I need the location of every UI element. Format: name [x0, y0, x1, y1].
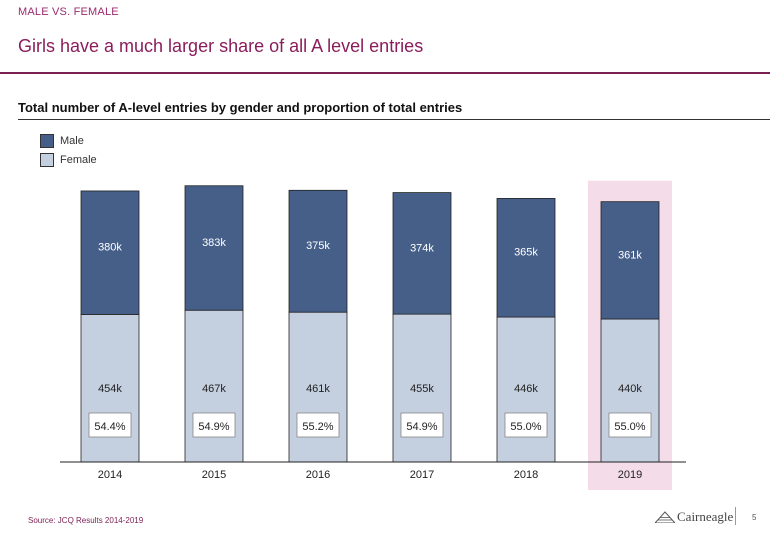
bar-male — [80, 190, 140, 315]
legend-label-male: Male — [60, 134, 84, 147]
share-label: 55.2% — [302, 421, 333, 433]
bar-male — [184, 185, 244, 311]
page-title: Girls have a much larger share of all A … — [18, 36, 424, 56]
data-label-male: 361k — [618, 249, 642, 261]
share-label-box — [400, 412, 444, 438]
legend-swatch-female — [40, 152, 54, 167]
x-tick-label: 2014 — [98, 469, 122, 481]
x-tick-label: 2018 — [514, 469, 538, 481]
share-label: 54.4% — [94, 421, 125, 433]
legend-item-female: Female — [40, 150, 97, 169]
share-label-box — [192, 412, 236, 438]
bar-male — [392, 192, 452, 315]
legend-item-male: Male — [40, 131, 97, 150]
bar-male — [600, 201, 660, 320]
data-label-female: 455k — [410, 383, 434, 395]
data-label-male: 365k — [514, 247, 538, 259]
share-label: 54.9% — [198, 421, 229, 433]
data-label-male: 374k — [410, 242, 434, 254]
mountain-logo-icon — [655, 511, 675, 523]
x-tick-label: 2015 — [202, 469, 226, 481]
data-label-male: 375k — [306, 240, 330, 252]
x-tick-label: 2017 — [410, 469, 434, 481]
bar-female — [496, 316, 556, 463]
data-label-male: 380k — [98, 242, 122, 254]
legend-label-female: Female — [60, 153, 97, 166]
x-tick-label: 2016 — [306, 469, 330, 481]
share-label-box — [88, 412, 132, 438]
data-label-female: 461k — [306, 383, 330, 395]
chart-title: Total number of A-level entries by gende… — [18, 100, 463, 115]
x-tick-label: 2019 — [618, 469, 642, 481]
share-label: 54.9% — [406, 421, 437, 433]
share-label-box — [608, 412, 652, 438]
share-label: 55.0% — [510, 421, 541, 433]
source-note: Source: JCQ Results 2014-2019 — [28, 516, 144, 525]
data-label-female: 440k — [618, 383, 642, 395]
footer-divider — [735, 507, 736, 525]
data-label-male: 383k — [202, 237, 226, 249]
bar-female — [80, 314, 140, 463]
bar-female — [600, 318, 660, 463]
share-label-box — [296, 412, 340, 438]
data-label-female: 446k — [514, 383, 538, 395]
bar-male — [288, 189, 348, 313]
section-tag: MALE VS. FEMALE — [18, 6, 119, 18]
chart-title-divider — [18, 119, 770, 120]
page-number: 5 — [752, 513, 757, 522]
share-label-box — [504, 412, 548, 438]
data-label-female: 467k — [202, 383, 226, 395]
bar-male — [496, 198, 556, 318]
title-divider — [0, 72, 770, 74]
cairneagle-logo: Cairneagle — [655, 509, 733, 525]
chart-legend: Male Female — [40, 131, 97, 169]
share-label: 55.0% — [614, 421, 645, 433]
legend-swatch-male — [40, 133, 54, 148]
logo-wordmark: Cairneagle — [677, 509, 734, 524]
data-label-female: 454k — [98, 383, 122, 395]
